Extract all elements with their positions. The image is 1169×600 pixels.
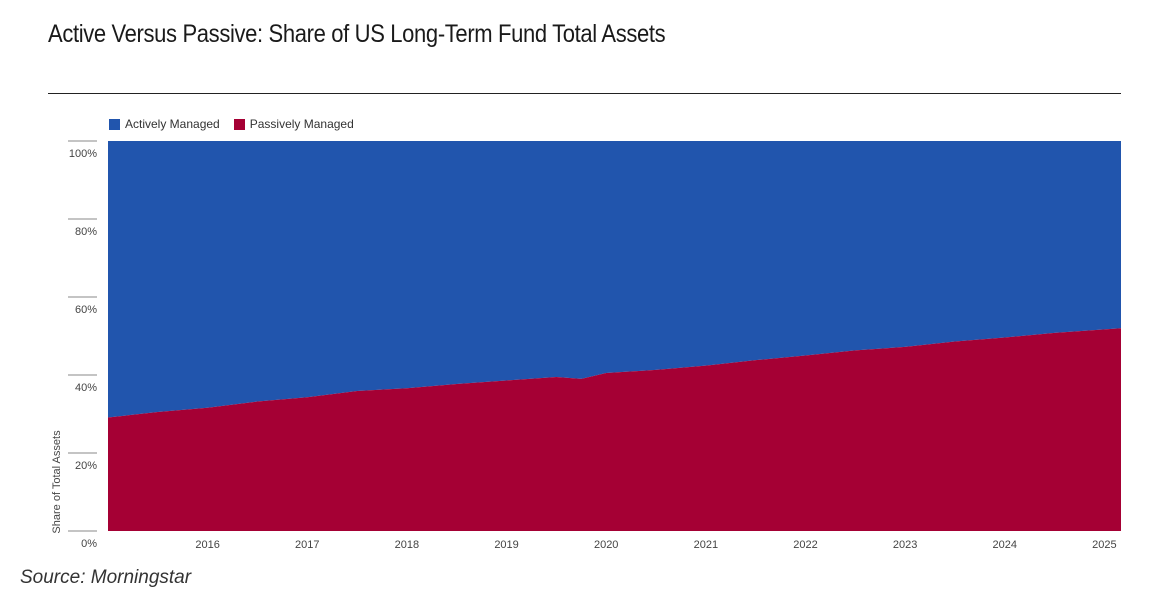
x-tick-label: 2025 — [1092, 539, 1116, 551]
x-tick-label: 2024 — [993, 539, 1017, 551]
y-tick-label: 20% — [75, 460, 97, 472]
x-tick-label: 2021 — [694, 539, 718, 551]
legend-label-active: Actively Managed — [125, 117, 220, 131]
y-tick-label: 0% — [81, 538, 97, 550]
legend-item-active: Actively Managed — [109, 117, 220, 131]
y-tick-label: 100% — [69, 148, 97, 160]
x-tick-label: 2019 — [494, 539, 518, 551]
y-tick-label: 60% — [75, 304, 97, 316]
x-tick-label: 2022 — [793, 539, 817, 551]
legend-swatch-active — [109, 118, 120, 130]
x-tick-label: 2016 — [195, 539, 219, 551]
source-note: Source: Morningstar — [20, 567, 192, 588]
legend-item-passive: Passively Managed — [233, 117, 354, 131]
title-divider — [48, 93, 1121, 94]
x-tick-label: 2023 — [893, 539, 917, 551]
x-tick-label: 2017 — [295, 539, 319, 551]
legend: Actively Managed Passively Managed — [109, 117, 368, 131]
y-tick-label: 40% — [75, 382, 97, 394]
y-axis-label: Share of Total Assets — [51, 430, 63, 534]
x-tick-label: 2018 — [395, 539, 419, 551]
legend-label-passive: Passively Managed — [249, 117, 354, 131]
y-tick-label: 80% — [75, 226, 97, 238]
x-tick-label: 2020 — [594, 539, 618, 551]
legend-swatch-passive — [233, 118, 245, 130]
series-area-passively-managed — [108, 328, 1121, 531]
series-area-actively-managed — [108, 141, 1121, 418]
chart-title: Active Versus Passive: Share of US Long-… — [48, 20, 666, 48]
